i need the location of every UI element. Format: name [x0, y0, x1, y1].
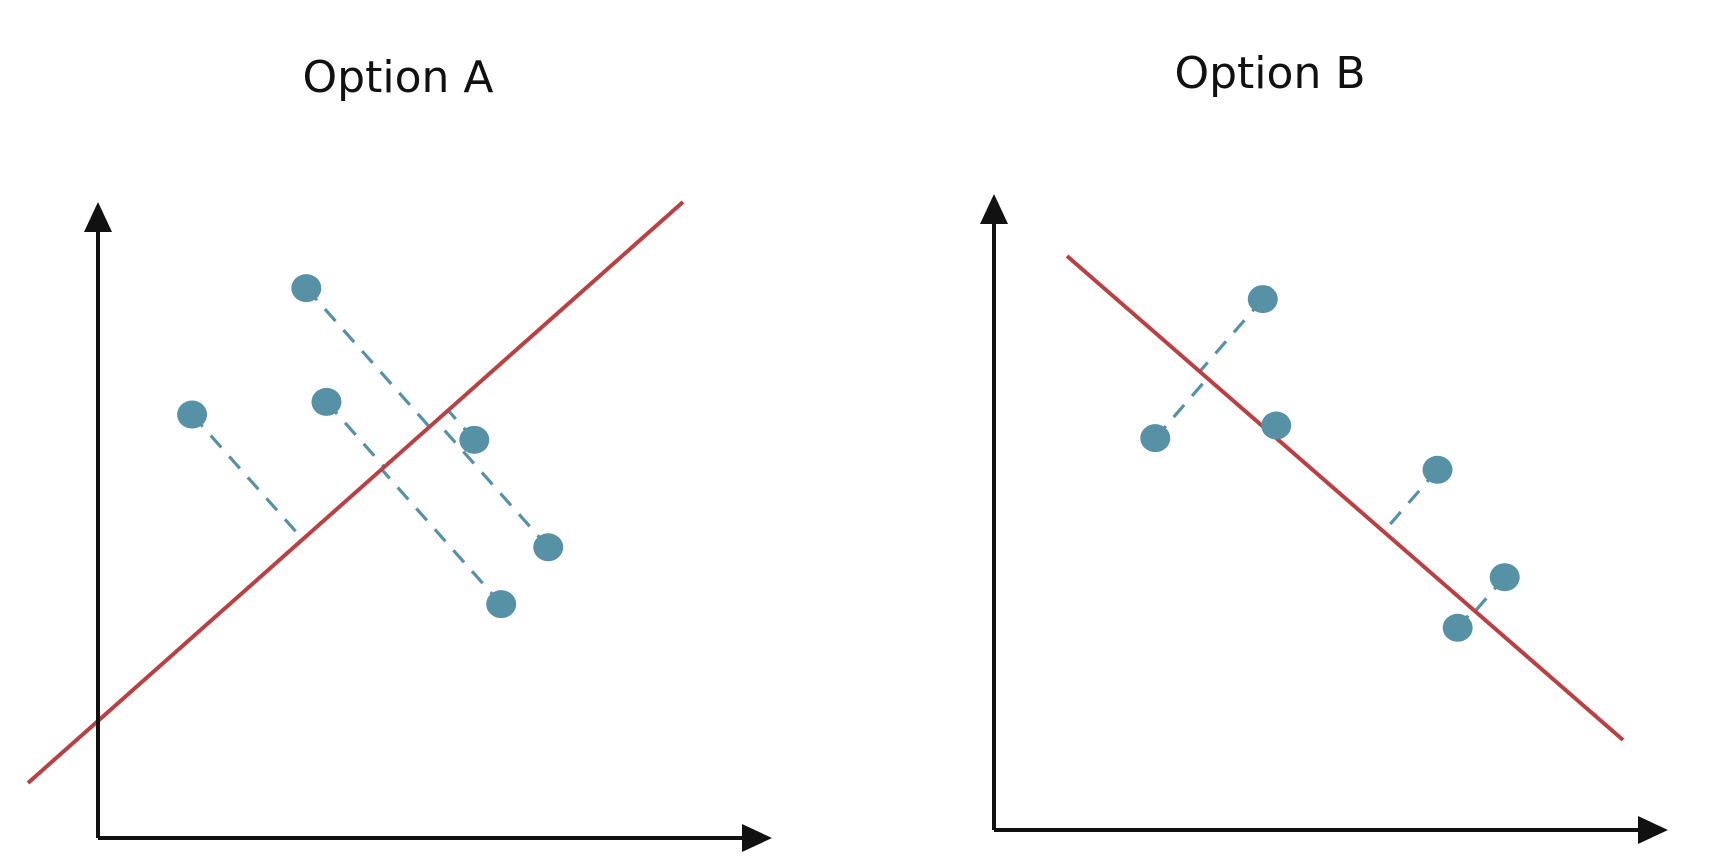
data-point	[1247, 285, 1278, 314]
data-point	[311, 387, 342, 416]
projection-line	[325, 400, 386, 469]
y-axis-arrow-icon-option-b	[980, 194, 1008, 224]
data-point	[486, 590, 517, 619]
axes-option-b	[980, 194, 1668, 844]
y-axis-arrow-icon-option-a	[84, 202, 112, 232]
projection-line	[190, 413, 304, 541]
x-axis-arrow-icon-option-b	[1638, 816, 1668, 844]
projection-line	[380, 468, 503, 606]
projection-lines-option-a	[190, 287, 550, 606]
fit-line-option-b	[1065, 254, 1625, 742]
data-point	[1442, 613, 1473, 642]
data-point	[291, 274, 322, 303]
projection-line	[305, 287, 431, 428]
x-axis-arrow-icon-option-a	[742, 824, 772, 852]
data-points-option-b	[1140, 285, 1520, 642]
panel-option-b: Option B	[980, 48, 1668, 844]
data-point	[1261, 411, 1292, 440]
panel-option-a: Option A	[26, 52, 772, 852]
data-point	[1422, 455, 1453, 484]
projection-lines-option-b	[1154, 298, 1506, 629]
data-point	[1140, 424, 1171, 453]
panel-title-option-a: Option A	[303, 52, 494, 103]
data-point	[177, 400, 208, 429]
fit-line-option-a	[26, 200, 685, 785]
projection-line	[434, 419, 550, 549]
data-points-option-a	[177, 274, 564, 619]
panel-title-option-b: Option B	[1174, 48, 1365, 99]
data-point	[459, 425, 490, 454]
data-point	[533, 533, 564, 562]
axes-option-a	[84, 202, 772, 852]
data-point	[1489, 563, 1520, 592]
